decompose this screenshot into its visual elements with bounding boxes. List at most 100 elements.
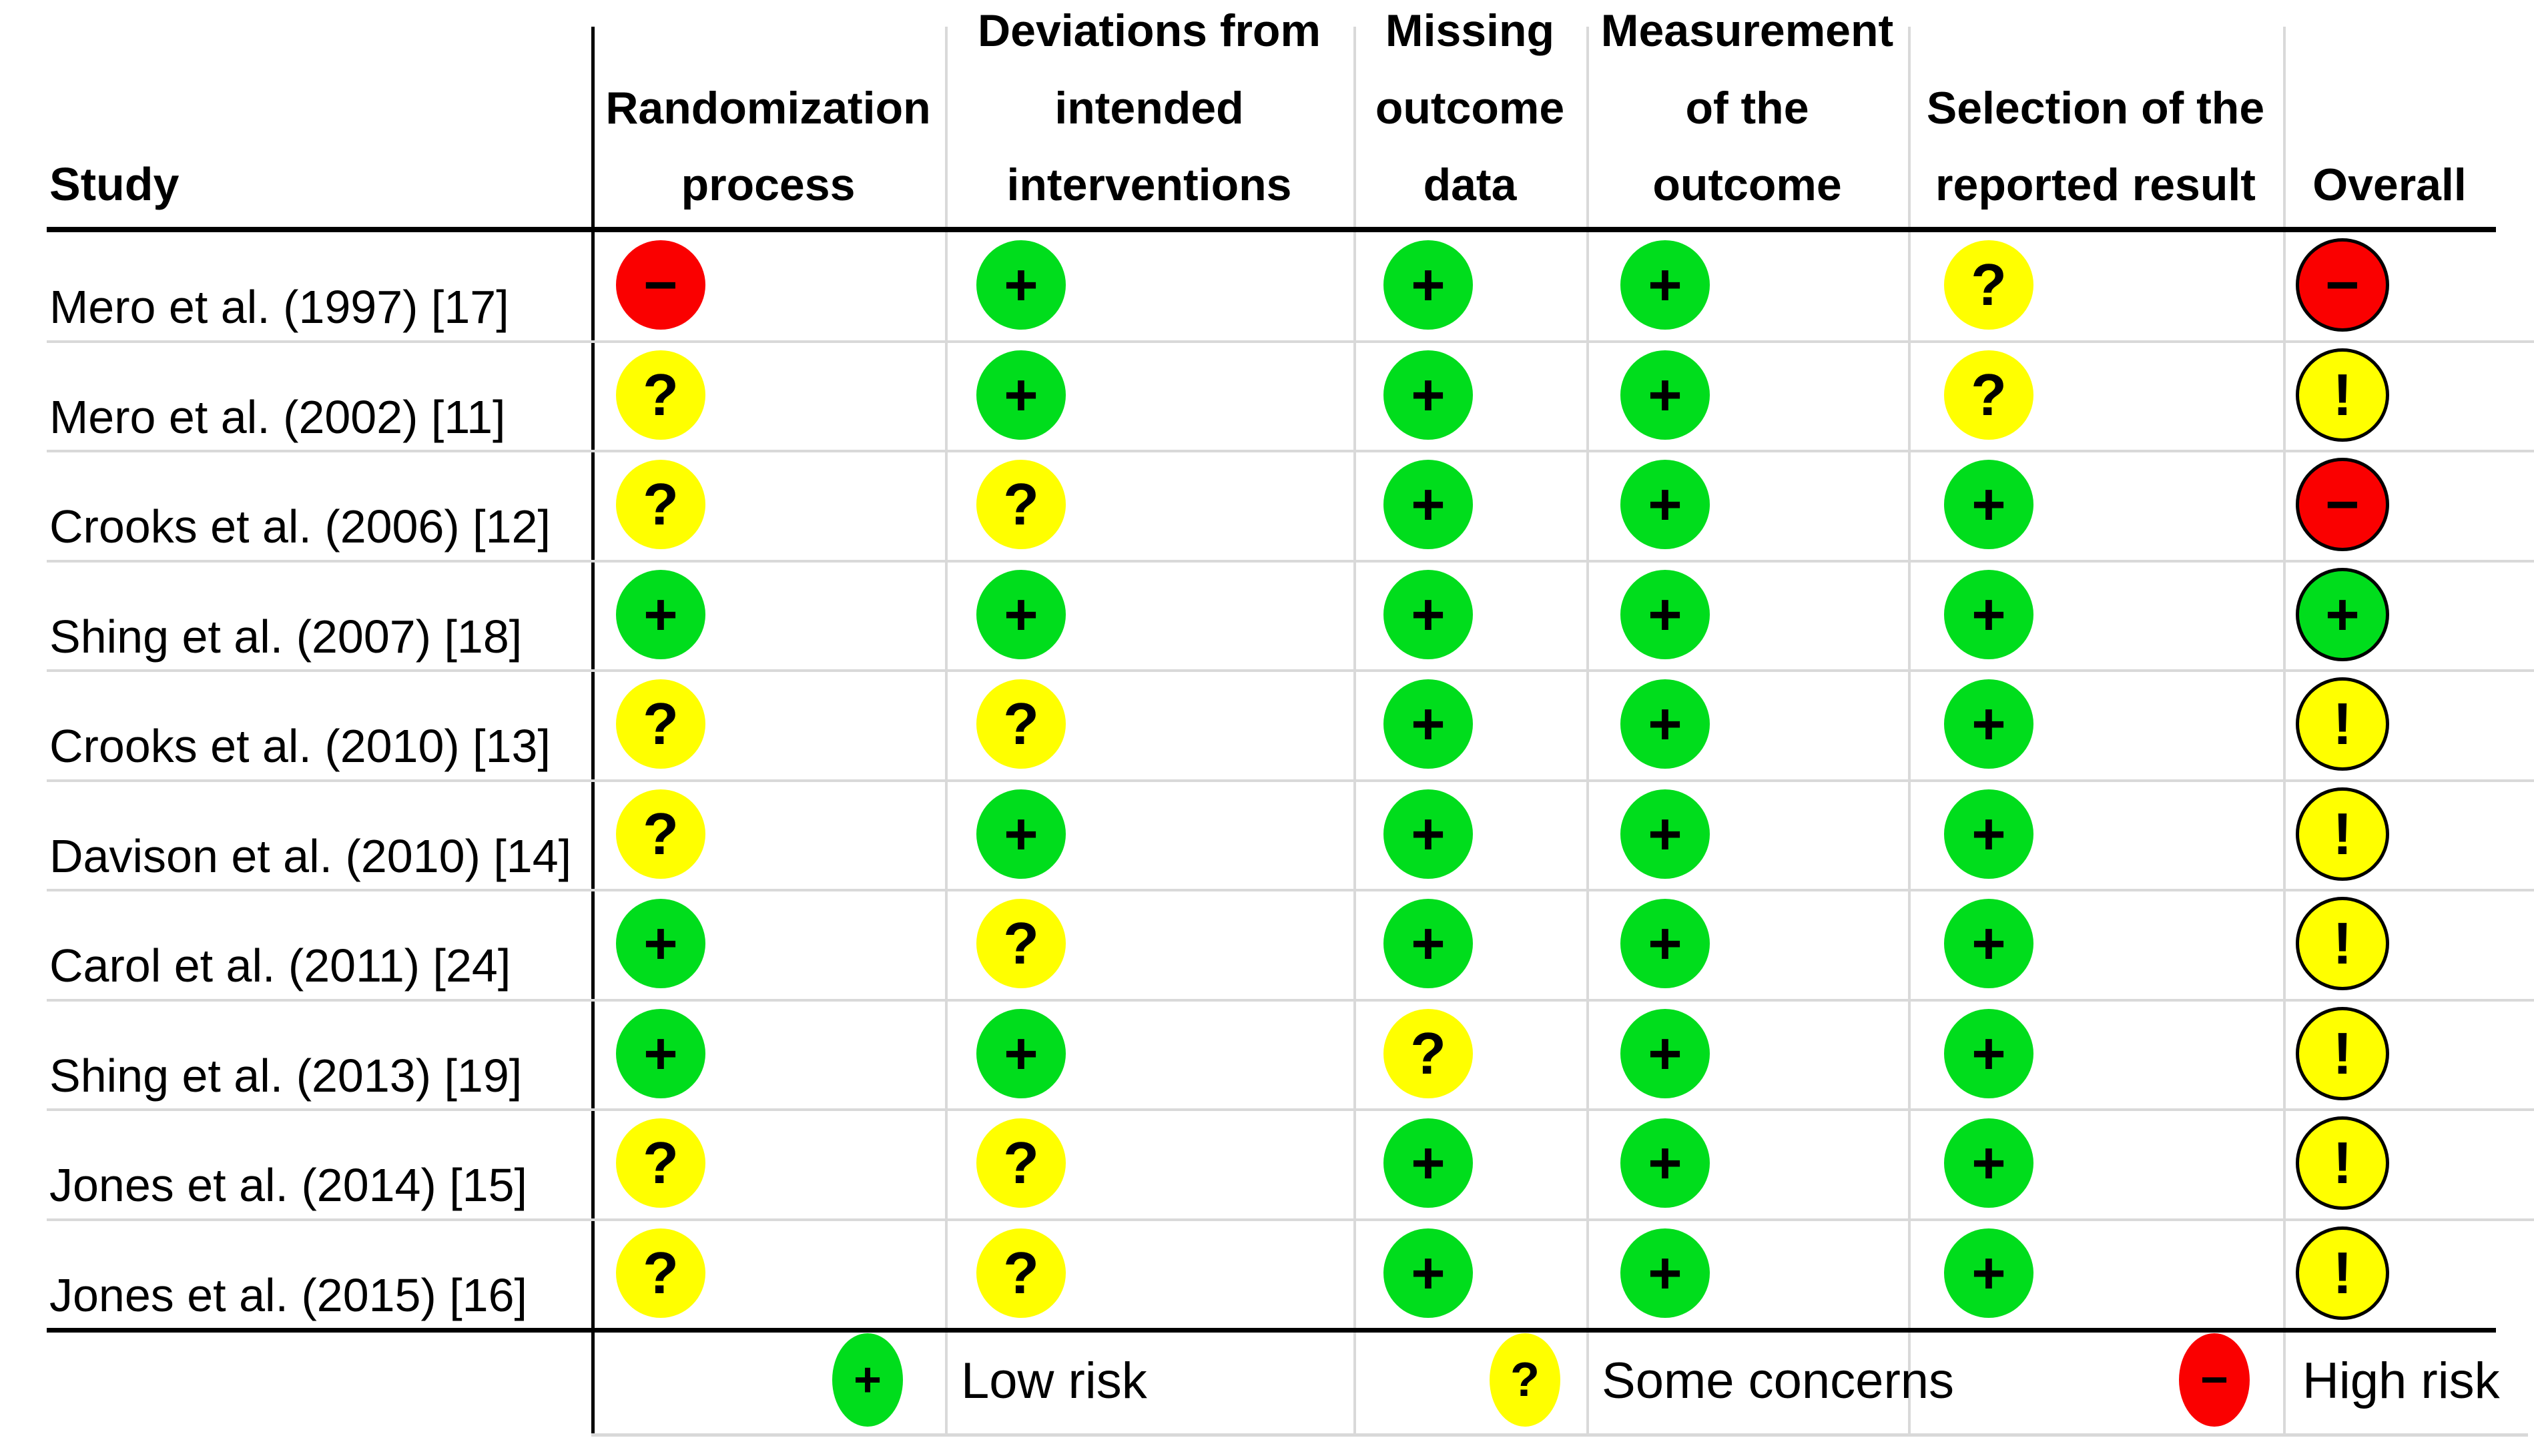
rating-circle-selection: + xyxy=(1944,570,2033,659)
rating-circle-selection: + xyxy=(1944,1228,2033,1318)
header-underline xyxy=(47,227,2496,232)
rating-symbol: + xyxy=(1971,581,2006,647)
table-row: Crooks et al. (2006) [12] ? ? + + + − xyxy=(0,450,2534,560)
header-overall: Overall xyxy=(2312,159,2467,211)
rating-circle-selection: + xyxy=(1944,789,2033,879)
rating-circle-missing-data: + xyxy=(1383,1118,1473,1208)
legend-low-risk-label: Low risk xyxy=(961,1352,1147,1409)
rating-circle-deviations: ? xyxy=(976,1118,1066,1208)
rating-symbol: + xyxy=(1411,581,1446,647)
rating-symbol: + xyxy=(1411,252,1446,318)
rating-symbol: + xyxy=(1971,910,2006,976)
study-label: Davison et al. (2010) [14] xyxy=(49,830,572,882)
study-label: Mero et al. (2002) [11] xyxy=(49,391,506,443)
row-divider xyxy=(47,1218,2534,1221)
legend-symbol: + xyxy=(853,1353,882,1407)
study-label: Jones et al. (2014) [15] xyxy=(49,1159,527,1211)
rating-symbol: + xyxy=(1648,1240,1682,1306)
rating-symbol: + xyxy=(1971,1130,2006,1196)
study-label: Crooks et al. (2010) [13] xyxy=(49,720,551,772)
rating-symbol: + xyxy=(1648,581,1682,647)
rating-symbol: + xyxy=(1004,362,1038,428)
rating-circle-overall: ! xyxy=(2296,677,2389,771)
header-missing-outcome-data: Missing outcome data xyxy=(1375,5,1565,211)
rating-symbol: + xyxy=(1004,252,1038,318)
legend: + Low risk ? Some concerns − High risk xyxy=(0,1328,2534,1433)
rating-circle-overall: ! xyxy=(2296,1116,2389,1210)
rating-symbol: + xyxy=(1411,362,1446,428)
rating-symbol: ! xyxy=(2332,362,2352,428)
rating-symbol: + xyxy=(1411,471,1446,537)
rating-symbol: ? xyxy=(1003,691,1039,757)
legend-symbol: − xyxy=(2200,1353,2229,1407)
rating-circle-missing-data: + xyxy=(1383,570,1473,659)
rating-symbol: + xyxy=(643,910,678,976)
rating-circle-deviations: ? xyxy=(976,899,1066,988)
legend-some-concerns-label: Some concerns xyxy=(1602,1352,1955,1409)
table-row: Crooks et al. (2010) [13] ? ? + + + ! xyxy=(0,669,2534,779)
rating-circle-randomization: + xyxy=(616,1009,705,1098)
rating-circle-overall: ! xyxy=(2296,348,2389,442)
study-label: Jones et al. (2015) [16] xyxy=(49,1269,527,1321)
rating-symbol: ? xyxy=(1971,362,2007,428)
rating-circle-deviations: ? xyxy=(976,460,1066,549)
rating-symbol: ? xyxy=(643,471,679,537)
rating-symbol: + xyxy=(1411,1130,1446,1196)
table-row: Jones et al. (2015) [16] ? ? + + + ! xyxy=(0,1218,2534,1329)
header-study: Study xyxy=(49,158,180,210)
rating-symbol: + xyxy=(1411,801,1446,867)
rating-symbol: ! xyxy=(2332,1130,2352,1196)
rating-symbol: ? xyxy=(1003,1130,1039,1196)
rating-circle-overall: ! xyxy=(2296,1007,2389,1100)
rating-circle-deviations: + xyxy=(976,240,1066,330)
rating-symbol: ! xyxy=(2332,1020,2352,1086)
rating-circle-missing-data: ? xyxy=(1383,1009,1473,1098)
rating-symbol: + xyxy=(1971,691,2006,757)
rating-circle-missing-data: + xyxy=(1383,899,1473,988)
table-row: Carol et al. (2011) [24] + ? + + + ! xyxy=(0,889,2534,999)
row-divider xyxy=(47,999,2534,1002)
row-divider xyxy=(47,560,2534,563)
rating-symbol: + xyxy=(1411,691,1446,757)
rating-symbol: − xyxy=(643,252,678,318)
legend-some-concerns-icon: ? xyxy=(1490,1333,1560,1427)
column-divider xyxy=(2283,27,2286,1433)
rating-circle-overall: ! xyxy=(2296,897,2389,990)
legend-high-risk-label: High risk xyxy=(2302,1352,2500,1409)
rating-circle-randomization: − xyxy=(616,240,705,330)
rating-symbol: + xyxy=(1648,801,1682,867)
rating-circle-measurement: + xyxy=(1620,789,1710,879)
rating-circle-measurement: + xyxy=(1620,1118,1710,1208)
rating-symbol: ? xyxy=(1003,910,1039,976)
rating-symbol: + xyxy=(1004,801,1038,867)
rating-symbol: + xyxy=(1648,691,1682,757)
study-label: Carol et al. (2011) [24] xyxy=(49,940,511,992)
rating-symbol: + xyxy=(1648,252,1682,318)
row-divider xyxy=(47,669,2534,672)
rating-circle-randomization: ? xyxy=(616,350,705,440)
table-row: Mero et al. (2002) [11] ? + + + ? ! xyxy=(0,340,2534,450)
rating-symbol: ! xyxy=(2332,910,2352,976)
rating-circle-randomization: + xyxy=(616,899,705,988)
legend-low-risk-icon: + xyxy=(832,1333,903,1427)
rating-symbol: + xyxy=(1004,581,1038,647)
rating-circle-selection: ? xyxy=(1944,240,2033,330)
rating-symbol: + xyxy=(1648,1020,1682,1086)
rating-circle-missing-data: + xyxy=(1383,679,1473,769)
rating-circle-measurement: + xyxy=(1620,679,1710,769)
rating-circle-selection: + xyxy=(1944,899,2033,988)
rating-circle-measurement: + xyxy=(1620,899,1710,988)
legend-bottom-line xyxy=(591,1433,2528,1437)
rating-symbol: ? xyxy=(643,691,679,757)
header-randomization-process: Randomization process xyxy=(605,82,931,211)
rating-circle-measurement: + xyxy=(1620,460,1710,549)
rating-symbol: + xyxy=(643,1020,678,1086)
rating-circle-missing-data: + xyxy=(1383,1228,1473,1318)
rating-symbol: + xyxy=(1648,362,1682,428)
row-divider xyxy=(47,779,2534,782)
rating-circle-overall: − xyxy=(2296,238,2389,332)
column-divider xyxy=(945,27,948,1433)
legend-symbol: ? xyxy=(1510,1353,1540,1407)
table-row: Jones et al. (2014) [15] ? ? + + + ! xyxy=(0,1108,2534,1218)
